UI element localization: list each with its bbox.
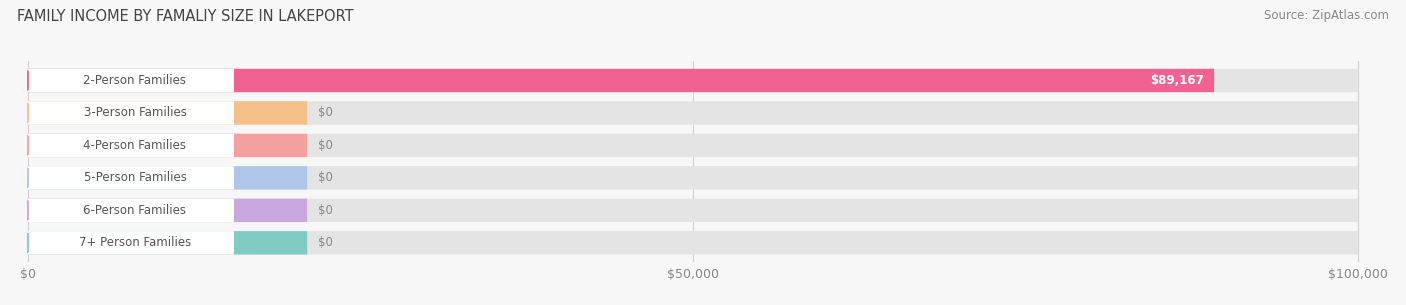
FancyBboxPatch shape [28, 134, 307, 157]
Text: 6-Person Families: 6-Person Families [83, 204, 187, 217]
Text: 5-Person Families: 5-Person Families [83, 171, 187, 185]
FancyBboxPatch shape [28, 199, 1358, 222]
Text: $89,167: $89,167 [1150, 74, 1204, 87]
FancyBboxPatch shape [28, 199, 233, 222]
Text: $0: $0 [318, 171, 333, 185]
FancyBboxPatch shape [28, 69, 1358, 92]
FancyBboxPatch shape [28, 199, 307, 222]
Text: Source: ZipAtlas.com: Source: ZipAtlas.com [1264, 9, 1389, 22]
FancyBboxPatch shape [28, 231, 307, 254]
Text: 3-Person Families: 3-Person Families [83, 106, 187, 120]
FancyBboxPatch shape [28, 166, 307, 190]
Text: $0: $0 [318, 236, 333, 249]
Text: 7+ Person Families: 7+ Person Families [79, 236, 191, 249]
FancyBboxPatch shape [28, 134, 1358, 157]
FancyBboxPatch shape [28, 101, 233, 125]
Text: 4-Person Families: 4-Person Families [83, 139, 187, 152]
FancyBboxPatch shape [28, 231, 1358, 254]
FancyBboxPatch shape [28, 231, 233, 254]
Text: $0: $0 [318, 139, 333, 152]
FancyBboxPatch shape [28, 134, 233, 157]
Text: $0: $0 [318, 204, 333, 217]
FancyBboxPatch shape [28, 101, 1358, 125]
Text: $0: $0 [318, 106, 333, 120]
FancyBboxPatch shape [28, 69, 233, 92]
FancyBboxPatch shape [28, 166, 1358, 190]
FancyBboxPatch shape [28, 166, 233, 190]
Text: FAMILY INCOME BY FAMALIY SIZE IN LAKEPORT: FAMILY INCOME BY FAMALIY SIZE IN LAKEPOR… [17, 9, 353, 24]
FancyBboxPatch shape [28, 101, 307, 125]
Text: 2-Person Families: 2-Person Families [83, 74, 187, 87]
FancyBboxPatch shape [28, 69, 1215, 92]
